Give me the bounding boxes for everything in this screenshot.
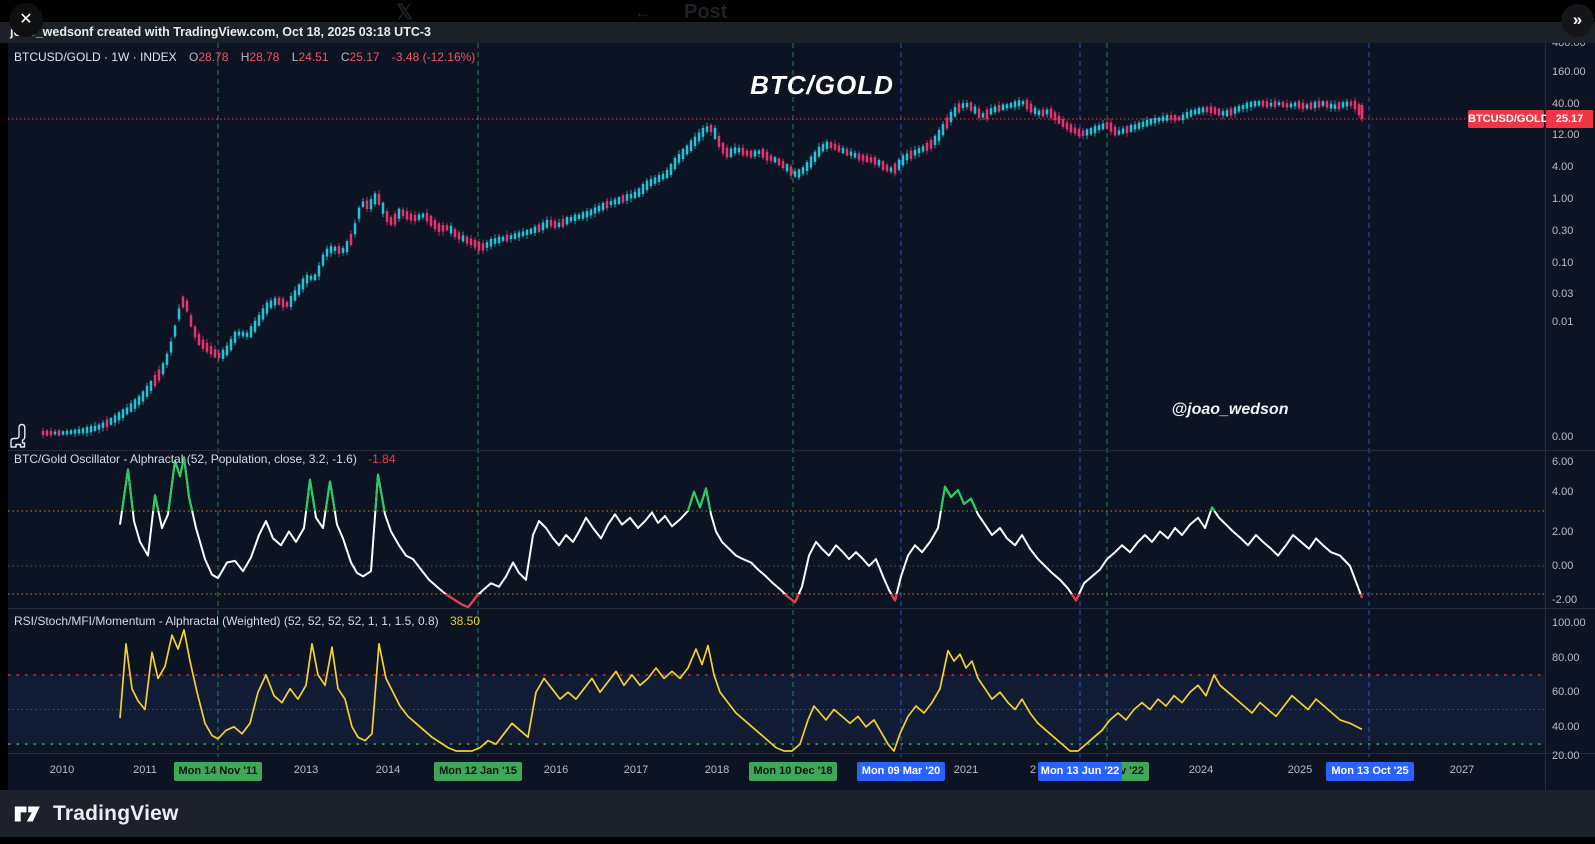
year-label: 2016 xyxy=(543,764,569,776)
open-label: O xyxy=(189,50,199,64)
x-twitter-logo-icon: 𝕏 xyxy=(396,1,413,22)
axis-price-label: 0.01 xyxy=(1552,316,1574,328)
year-label: 2025 xyxy=(1287,764,1313,776)
year-label: 2013 xyxy=(293,764,319,776)
open-value: 28.78 xyxy=(198,50,229,64)
axis-price-label: 1.00 xyxy=(1552,193,1574,205)
axis-price-label: -2.00 xyxy=(1552,594,1578,606)
axis-price-label: 40.00 xyxy=(1552,721,1580,733)
price-axis-border xyxy=(1545,43,1546,790)
date-marker-box: Mon 12 Jan '15 xyxy=(434,762,522,781)
year-label: 2018 xyxy=(704,764,730,776)
axis-price-label: 4.00 xyxy=(1552,161,1574,173)
axis-price-label: 160.00 xyxy=(1552,66,1586,78)
dinosaur-sticker-icon xyxy=(10,423,26,448)
rsi-pane[interactable] xyxy=(8,609,1545,753)
date-marker-box: Mon 09 Mar '20 xyxy=(857,762,945,781)
date-marker-box: Mon 13 Jun '22 xyxy=(1038,762,1122,781)
year-label: 2017 xyxy=(623,764,649,776)
pane-divider[interactable] xyxy=(8,608,1595,609)
price-tag-value: 25.17 xyxy=(1546,110,1593,128)
attribution-bar: joao_wedsonf created with TradingView.co… xyxy=(0,22,1595,43)
year-label: 2024 xyxy=(1188,764,1214,776)
axis-price-label: 4.00 xyxy=(1552,486,1574,498)
attribution-text: joao_wedsonf created with TradingView.co… xyxy=(10,25,431,39)
axis-price-label: 0.10 xyxy=(1552,257,1574,269)
year-label: 2014 xyxy=(375,764,401,776)
high-value: 28.78 xyxy=(249,50,280,64)
year-label: 2 xyxy=(1029,764,1037,776)
axis-price-label: 12.00 xyxy=(1552,129,1580,141)
axis-price-label: 60.00 xyxy=(1552,686,1580,698)
close-value: 25.17 xyxy=(349,50,380,64)
footer-bar: TradingView xyxy=(0,790,1595,837)
pane-divider[interactable] xyxy=(8,450,1595,451)
high-label: H xyxy=(240,50,250,64)
close-button[interactable]: ✕ xyxy=(9,3,43,37)
rsi-value: 38.50 xyxy=(449,614,481,628)
date-marker-box: Mon 14 Nov '11 xyxy=(174,762,262,781)
rsi-legend-text[interactable]: RSI/Stoch/MFI/Momentum - Alphractal (Wei… xyxy=(14,614,439,628)
axis-price-label: 6.00 xyxy=(1552,456,1574,468)
post-header-title: Post xyxy=(684,1,728,22)
top-overlay-strip: 𝕏 ← Post xyxy=(0,0,1595,22)
axis-price-label: 0.00 xyxy=(1552,431,1574,443)
axis-price-label: 80.00 xyxy=(1552,652,1580,664)
axis-price-label: 0.30 xyxy=(1552,225,1574,237)
chart-title-watermark: BTC/GOLD xyxy=(750,70,894,100)
axis-price-label: 0.03 xyxy=(1552,288,1574,300)
double-chevron-right-icon: » xyxy=(1572,10,1583,29)
axis-price-label: 20.00 xyxy=(1552,750,1580,762)
date-marker-box: Mon 10 Dec '18 xyxy=(749,762,837,781)
symbol-legend: BTCUSD/GOLD · 1W · INDEX O28.78 H28.78 L… xyxy=(14,50,475,64)
time-axis-border xyxy=(8,753,1595,754)
change-value: -3.48 (-12.16%) xyxy=(391,50,476,64)
oscillator-pane[interactable] xyxy=(8,451,1545,608)
close-icon: ✕ xyxy=(19,11,33,28)
date-marker-box: Mon 13 Oct '25 xyxy=(1326,762,1414,781)
tradingview-brand-text: TradingView xyxy=(53,802,179,825)
price-tag-symbol: BTCUSD/GOLD xyxy=(1468,110,1549,128)
more-chevrons-button[interactable]: » xyxy=(1561,4,1594,37)
oscillator-legend: BTC/Gold Oscillator - Alphractal (52, Po… xyxy=(14,452,396,466)
year-label: 2011 xyxy=(133,764,157,776)
rsi-legend: RSI/Stoch/MFI/Momentum - Alphractal (Wei… xyxy=(14,614,480,628)
back-arrow-icon[interactable]: ← xyxy=(634,2,652,22)
year-label: 2010 xyxy=(49,764,75,776)
tradingview-logo-icon xyxy=(14,806,40,822)
axis-price-label: 40.00 xyxy=(1552,98,1580,110)
close-label: C xyxy=(340,50,350,64)
year-label: 2027 xyxy=(1449,764,1475,776)
author-handle-watermark: @joao_wedson xyxy=(1171,401,1289,418)
axis-price-label: 0.00 xyxy=(1552,560,1574,572)
main-price-pane[interactable] xyxy=(8,43,1545,450)
low-value: 24.51 xyxy=(298,50,329,64)
axis-price-label: 2.00 xyxy=(1552,526,1574,538)
axis-price-label: 100.00 xyxy=(1552,617,1586,629)
time-axis[interactable]: 2010 2011 2013 2014 2016 2017 2018 2021 2 2024 202… xyxy=(8,754,1545,790)
low-label: L xyxy=(291,50,299,64)
year-label: 2021 xyxy=(953,764,979,776)
tradingview-brand[interactable]: TradingView xyxy=(14,799,179,829)
oscillator-legend-text[interactable]: BTC/Gold Oscillator - Alphractal (52, Po… xyxy=(14,452,357,466)
symbol-title[interactable]: BTCUSD/GOLD · 1W · INDEX xyxy=(14,50,177,64)
oscillator-value: -1.84 xyxy=(368,452,396,466)
price-axis[interactable]: 480.00 160.00 40.00 12.00 4.00 1.00 0.30 0.10 0.… xyxy=(1546,37,1595,790)
